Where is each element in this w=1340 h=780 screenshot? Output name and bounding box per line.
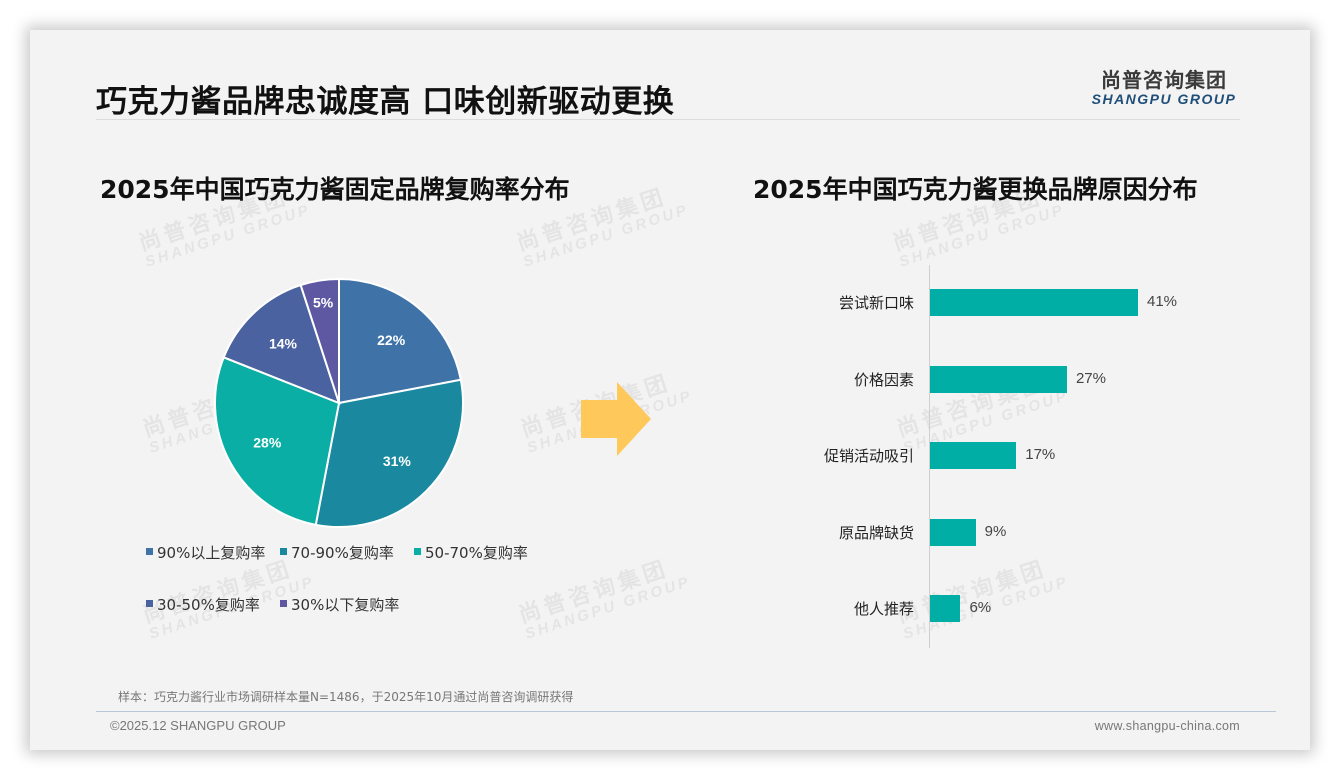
title-divider [96, 119, 1240, 120]
legend-item: 90%以上复购率 [146, 542, 265, 563]
legend-swatch [280, 600, 287, 607]
bar-value-label: 17% [1025, 446, 1056, 463]
pie-data-label: 22% [377, 332, 406, 348]
bar-row: 促销活动吸引 17% [790, 442, 1210, 469]
bar-value-label: 27% [1075, 370, 1106, 387]
pie-slice [314, 378, 464, 528]
pie-slice [214, 356, 341, 526]
pie-chart-title: 2025年中国巧克力酱固定品牌复购率分布 [100, 175, 570, 204]
bar [930, 442, 1017, 469]
legend-item: 30-50%复购率 [146, 594, 260, 615]
logo-cn: 尚普咨询集团 [1101, 68, 1227, 92]
legend-item: 30%以下复购率 [280, 594, 399, 615]
bar-value-label: 6% [969, 599, 992, 616]
bar-value-label: 41% [1147, 293, 1178, 310]
bar-row: 价格因素 27% [790, 366, 1210, 393]
sample-note: 样本：巧克力酱行业市场调研样本量N=1486，于2025年10月通过尚普咨询调研… [118, 690, 574, 704]
bar [930, 366, 1067, 393]
bar [930, 519, 976, 546]
legend-item: 70-90%复购率 [280, 542, 394, 563]
company-logo: 尚普咨询集团 SHANGPU GROUP [1088, 64, 1240, 107]
pie-data-label: 5% [313, 295, 334, 311]
pie-slice [338, 278, 462, 405]
bar-category-label: 价格因素 [853, 371, 914, 389]
website-link[interactable]: www.shangpu-china.com [1094, 719, 1240, 733]
bar-row: 尝试新口味 41% [790, 289, 1210, 316]
footer-divider [96, 711, 1276, 712]
bar [930, 595, 961, 622]
bar-chart-title: 2025年中国巧克力酱更换品牌原因分布 [753, 175, 1198, 204]
bar-category-label: 促销活动吸引 [823, 447, 914, 465]
bar-category-label: 原品牌缺货 [838, 524, 914, 542]
category-axis [929, 265, 930, 648]
legend-item: 50-70%复购率 [414, 542, 528, 563]
pie-data-label: 14% [269, 335, 298, 351]
pie-slice [299, 278, 340, 404]
bar-category-label: 他人推荐 [853, 600, 914, 618]
legend-swatch [280, 548, 287, 555]
bar-row: 他人推荐 6% [790, 595, 1210, 622]
bar-chart: 尝试新口味 41% 价格因素 27% 促销活动吸引 17% 原品牌缺货 9% 他人推荐 6% [790, 265, 1210, 650]
pie-chart: 22% 31% 28% 14% 5% [214, 278, 464, 528]
bar-row: 原品牌缺货 9% [790, 519, 1210, 546]
pie-data-label: 31% [383, 453, 412, 469]
right-arrow-icon [581, 382, 651, 456]
bar-category-label: 尝试新口味 [838, 294, 914, 312]
legend-swatch [414, 548, 421, 555]
pie-data-label: 28% [253, 434, 282, 450]
bar [930, 289, 1138, 316]
copyright: ©2025.12 SHANGPU GROUP [110, 718, 286, 733]
legend-swatch [146, 600, 153, 607]
legend-swatch [146, 548, 153, 555]
logo-en: SHANGPU GROUP [1091, 91, 1237, 107]
slide: 尚普咨询集团 SHANGPU GROUP 尚普咨询集团 SHANGPU GROUP … [30, 30, 1310, 750]
slide-title: 巧克力酱品牌忠诚度高 口味创新驱动更换 [96, 84, 675, 120]
bar-value-label: 9% [984, 523, 1007, 540]
